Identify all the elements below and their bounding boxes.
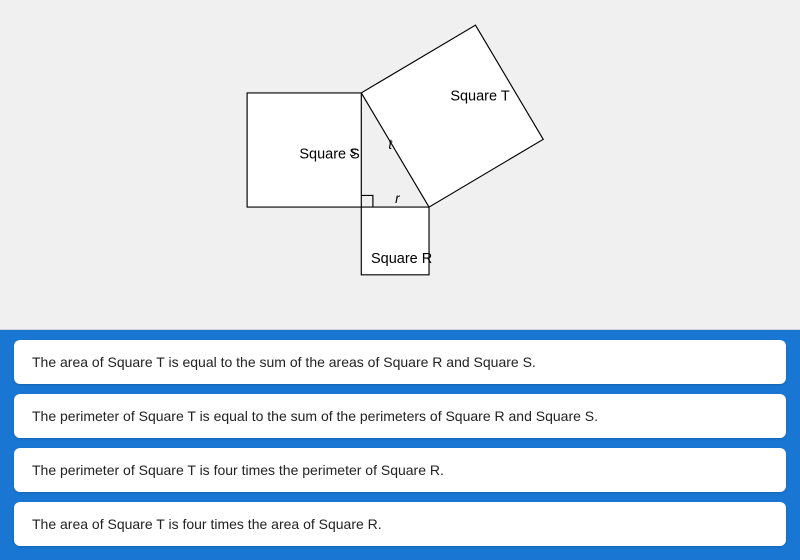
answer-text: The area of Square T is equal to the sum… [32,354,536,370]
answer-text: The perimeter of Square T is four times … [32,462,444,478]
answer-text: The perimeter of Square T is equal to th… [32,408,598,424]
answer-option[interactable]: The area of Square T is equal to the sum… [14,340,786,384]
diagram-panel: Square SSquare TSquare Rstr [0,0,800,330]
side-r-label: r [395,191,400,206]
right-angle-marker [361,195,373,207]
answer-option[interactable]: The perimeter of Square T is equal to th… [14,394,786,438]
square-t-label: Square T [450,89,510,105]
square-r-label: Square R [371,251,432,267]
answer-text: The area of Square T is four times the a… [32,516,382,532]
answer-option[interactable]: The perimeter of Square T is four times … [14,448,786,492]
side-s-label: s [350,144,357,159]
geometry-diagram: Square SSquare TSquare Rstr [0,0,800,329]
square-t [361,25,543,207]
answer-option[interactable]: The area of Square T is four times the a… [14,502,786,546]
answer-list: The area of Square T is equal to the sum… [0,330,800,560]
